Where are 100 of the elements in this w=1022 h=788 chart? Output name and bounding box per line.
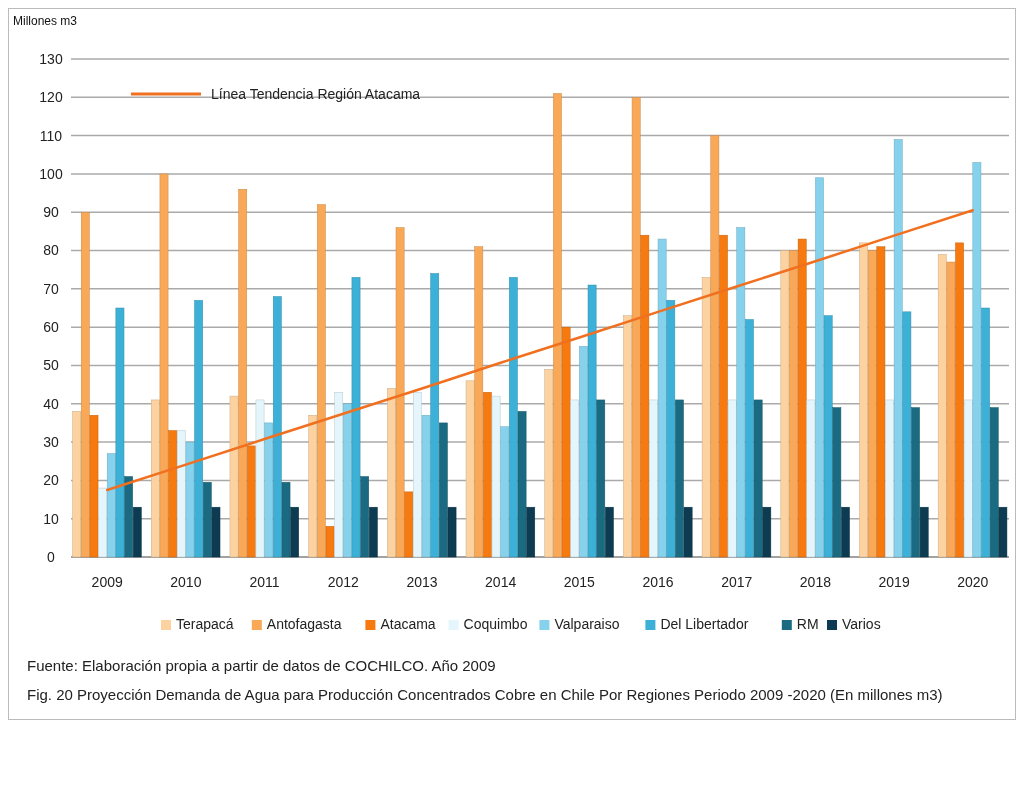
bar: [683, 506, 693, 558]
bar: [159, 173, 169, 558]
bar: [176, 430, 186, 558]
bar: [649, 399, 658, 558]
x-tick-label: 2012: [327, 574, 360, 590]
legend-label: Terapacá: [176, 616, 234, 632]
y-tick-label: 0: [47, 548, 56, 565]
bar: [72, 411, 81, 558]
bar: [168, 430, 177, 558]
bar: [797, 238, 807, 558]
y-tick-label: 40: [43, 395, 59, 412]
bar: [343, 403, 352, 558]
bar: [430, 273, 440, 558]
bar: [780, 250, 790, 558]
bar: [115, 307, 125, 558]
y-tick-label: 120: [39, 89, 63, 106]
x-tick-label: 2018: [799, 574, 832, 590]
bar: [587, 284, 597, 558]
bar: [421, 415, 431, 558]
x-tick-label: 2017: [721, 574, 753, 590]
bar: [963, 399, 973, 558]
y-tick-label: 130: [39, 50, 63, 67]
bar: [937, 254, 947, 558]
bar: [605, 506, 614, 558]
x-tick-label: 2009: [91, 574, 123, 590]
bar: [561, 326, 571, 558]
bar: [351, 277, 361, 558]
bar: [98, 487, 107, 558]
bar: [753, 399, 763, 558]
y-tick-label: 30: [43, 433, 59, 450]
bar: [106, 453, 116, 558]
bar: [893, 139, 903, 558]
legend-label: RM: [796, 616, 819, 632]
legend-label: Línea Tendencia Región Atacama: [211, 86, 421, 102]
bar: [151, 399, 160, 558]
x-tick-label: 2014: [485, 574, 517, 590]
bar: [911, 407, 920, 558]
legend-label: Valparaiso: [554, 616, 620, 632]
bar: [789, 250, 798, 558]
y-tick-label: 20: [43, 472, 59, 489]
bar: [719, 234, 728, 558]
bar: [727, 399, 737, 558]
bar: [360, 476, 369, 558]
bar: [919, 506, 929, 558]
bar: [185, 441, 195, 558]
bar: [465, 380, 475, 558]
bar: [211, 506, 221, 558]
x-tick-label: 2013: [406, 574, 438, 590]
bar: [80, 211, 90, 558]
bar: [859, 242, 868, 558]
bar: [832, 407, 842, 558]
bar: [317, 204, 326, 558]
bar: [570, 399, 580, 558]
legend-label: Coquimbo: [463, 616, 528, 632]
bar: [368, 506, 378, 558]
bar: [841, 506, 850, 558]
y-tick-label: 70: [43, 280, 59, 297]
bar: [544, 369, 554, 558]
bar: [666, 300, 676, 558]
y-tick-label: 90: [43, 204, 59, 221]
y-tick-label: 60: [43, 319, 59, 336]
bar: [885, 399, 894, 558]
bar: [439, 422, 448, 558]
bar: [308, 415, 318, 558]
bar: [972, 162, 982, 558]
bar: [640, 234, 650, 558]
bar: [998, 506, 1008, 558]
bar: [325, 526, 335, 558]
bar: [404, 491, 414, 558]
legend-label: Del Libertador: [660, 616, 749, 632]
bar: [806, 399, 816, 558]
bar: [981, 307, 990, 558]
bar: [745, 319, 754, 558]
source-note: Fuente: Elaboración propia a partir de datos de COCHILCO. Año 2009: [27, 657, 497, 674]
bar: [815, 177, 824, 558]
bar: [762, 506, 772, 558]
x-tick-label: 2011: [249, 574, 280, 590]
y-tick-label: 80: [43, 242, 59, 259]
bar: [202, 482, 212, 558]
caption: Fig. 20 Proyección Demanda de Agua para Producción Concentrados Cobre en Chile Por Regiones Periodo 2009 -2020 (En millones m3): [27, 686, 944, 703]
bar: [509, 277, 518, 558]
bar: [281, 482, 291, 558]
bar: [238, 189, 248, 558]
bar: [955, 242, 964, 558]
bar: [675, 399, 684, 558]
bar: [631, 97, 641, 558]
bar: [596, 399, 606, 558]
bar: [500, 426, 510, 558]
line-series: [105, 209, 975, 492]
bar: [526, 506, 536, 558]
bar: [229, 395, 239, 558]
bar: [89, 415, 99, 558]
bar: [701, 277, 711, 558]
bar: [902, 311, 912, 558]
bar: [194, 300, 203, 558]
bar: [989, 407, 999, 558]
bar: [710, 135, 720, 558]
legend-label: Varios: [842, 616, 881, 632]
bar: [395, 227, 405, 558]
legend-label: Antofagasta: [266, 616, 342, 632]
